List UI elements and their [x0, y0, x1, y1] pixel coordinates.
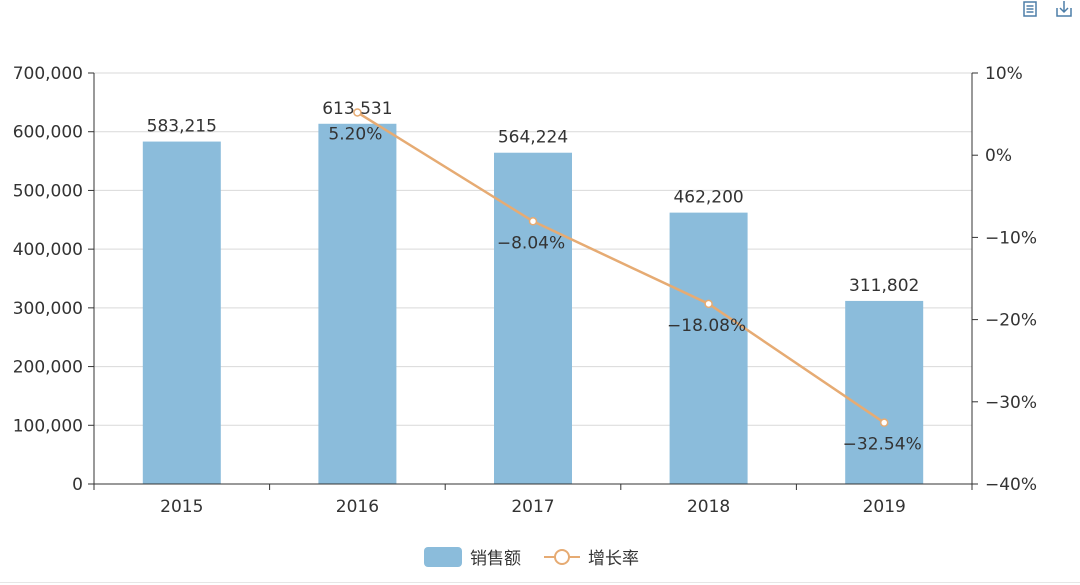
bottom-divider [0, 582, 1080, 583]
y-left-tick-label: 0 [72, 475, 83, 495]
line-point [704, 299, 713, 309]
y-right-tick-label: −20% [985, 311, 1037, 331]
bar [318, 123, 397, 484]
bar [845, 300, 924, 484]
line-point [353, 108, 362, 117]
chart-toolbar [1020, 0, 1074, 18]
y-right-tick-label: −40% [985, 475, 1037, 495]
x-tick-label: 2015 [160, 497, 203, 517]
x-tick-label: 2018 [687, 497, 730, 517]
y-left-tick-label: 100,000 [13, 416, 83, 436]
save-image-icon[interactable] [1054, 0, 1074, 18]
bar [494, 152, 572, 484]
y-left-tick-label: 200,000 [13, 358, 83, 378]
x-tick-label: 2017 [511, 497, 554, 517]
legend-swatch-growth-point [554, 549, 570, 565]
y-right-tick-label: −10% [985, 228, 1037, 248]
y-right-tick-label: 10% [985, 64, 1023, 84]
bar-value-label: 462,200 [673, 188, 743, 208]
line-point [879, 418, 889, 427]
line-value-label: −18.08% [667, 316, 746, 336]
x-tick-label: 2019 [863, 497, 906, 517]
y-left-tick-label: 400,000 [13, 240, 83, 260]
bar-value-label: 583,215 [147, 117, 217, 137]
legend-label-sales: 销售额 [470, 549, 521, 569]
y-left-tick-label: 700,000 [13, 64, 83, 84]
y-left-tick-label: 300,000 [13, 299, 83, 319]
bar [142, 141, 221, 485]
y-right-tick-label: −30% [985, 393, 1037, 413]
legend-swatch-sales [424, 547, 462, 567]
line-value-label: 5.20% [328, 124, 382, 144]
y-left-tick-label: 500,000 [13, 181, 83, 201]
line-point [528, 217, 538, 226]
data-view-icon[interactable] [1020, 0, 1040, 18]
y-left-tick-label: 600,000 [13, 123, 83, 143]
bar-value-label: 564,224 [498, 128, 568, 148]
line-value-label: −32.54% [843, 435, 922, 455]
growth-rate-line [356, 111, 885, 424]
y-right-tick-label: 0% [985, 146, 1012, 166]
legend-label-growth: 增长率 [588, 549, 639, 569]
bar-value-label: 311,802 [849, 276, 919, 296]
line-value-label: −8.04% [497, 233, 565, 253]
x-tick-label: 2016 [336, 497, 379, 517]
bar [669, 212, 748, 485]
